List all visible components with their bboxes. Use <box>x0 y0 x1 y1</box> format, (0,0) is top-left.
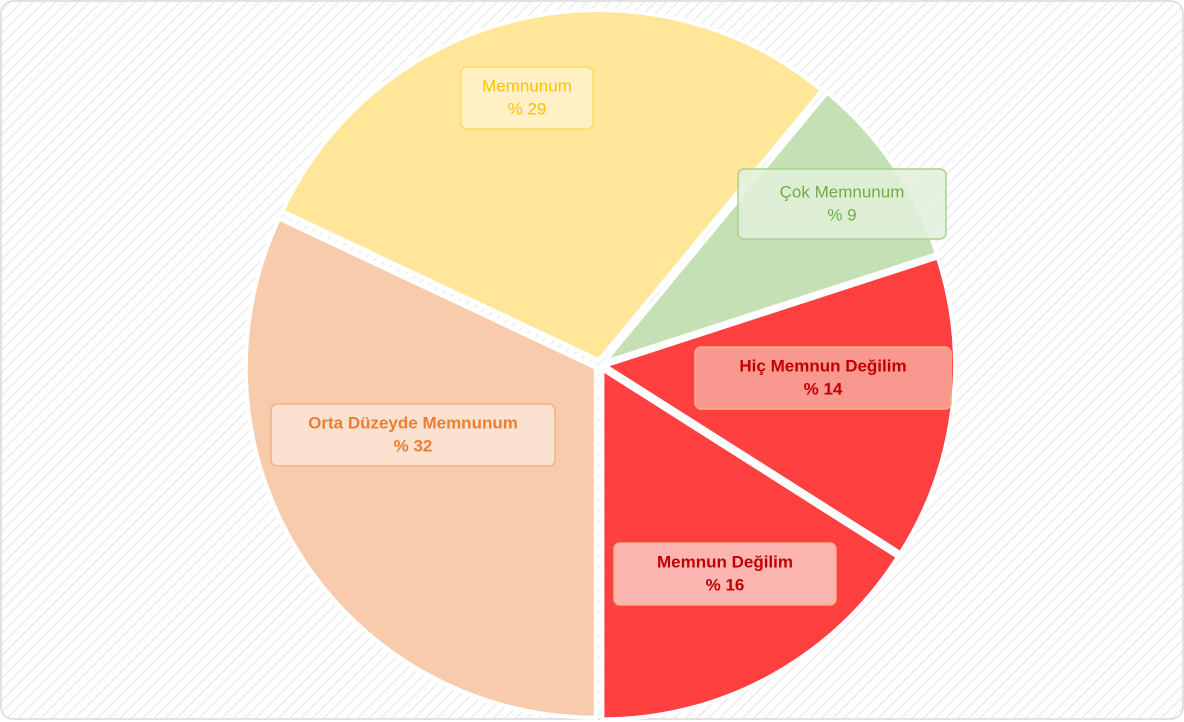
label-name: Memnunum <box>482 76 572 95</box>
label-value: % 29 <box>508 99 547 118</box>
label-value: % 14 <box>804 379 843 398</box>
label-name: Hiç Memnun Değilim <box>739 356 906 375</box>
label-name: Memnun Değilim <box>657 552 793 571</box>
label-name: Orta Düzeyde Memnunum <box>308 413 518 432</box>
pie-slice <box>243 215 598 720</box>
label-box <box>737 168 947 240</box>
label-box <box>460 66 594 130</box>
label-value: % 16 <box>706 575 745 594</box>
labels: Orta Düzeyde Memnunum % 32 Memnunum % 29 Çok… <box>270 66 952 606</box>
label-box <box>613 542 837 606</box>
label-value: % 9 <box>827 205 856 224</box>
pie-slice <box>279 8 825 363</box>
label-name: Çok Memnunum <box>780 182 905 201</box>
label-value: % 32 <box>394 436 433 455</box>
label-box <box>270 403 556 467</box>
label-box <box>694 346 952 410</box>
